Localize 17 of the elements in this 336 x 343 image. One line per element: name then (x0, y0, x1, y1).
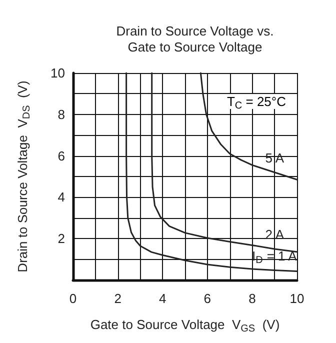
x-tick-label: 2 (114, 291, 122, 306)
x-tick-label: 6 (204, 291, 212, 306)
line-series (151, 72, 298, 253)
x-tick-label: 0 (69, 291, 77, 306)
y-tick-label: 10 (50, 66, 65, 80)
y-tick-label: 4 (58, 190, 65, 205)
line-series (200, 72, 298, 180)
x-tick-label: 4 (158, 291, 166, 306)
y-tick-label: 2 (58, 231, 65, 246)
chart-title: Drain to Source Voltage vs. Gate to Source Voltage (116, 24, 274, 54)
x-tick-label: 10 (290, 291, 304, 306)
x-tick-label: 8 (248, 291, 256, 306)
y-tick-label: 6 (58, 148, 65, 164)
series-label: 2 A (265, 226, 284, 242)
y-axis-title: Drain to Source Voltage VDS (V) (15, 80, 32, 272)
y-tick-label: 8 (58, 106, 65, 122)
line-series (126, 72, 298, 272)
